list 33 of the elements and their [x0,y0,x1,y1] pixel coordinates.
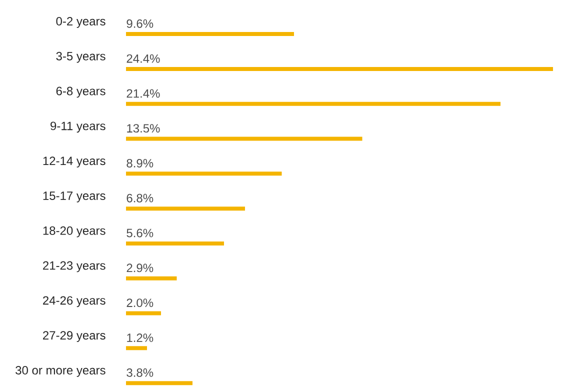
data-label: 8.9% [126,158,154,168]
y-tick-label: 30 or more years [16,366,106,377]
data-label: 13.5% [127,124,160,133]
y-tick-label: 9-11 years [50,122,106,133]
data-label: 2.0% [126,298,154,308]
bar [126,172,282,176]
bar [126,346,147,350]
data-label: 6.8% [126,194,154,202]
y-tick-label: 6-8 years [56,86,106,98]
data-label: 21.4% [126,89,160,98]
bar [126,206,245,211]
bar [126,32,294,36]
bar [126,102,501,106]
data-label: 5.6% [126,228,154,238]
y-tick-label: 12-14 years [43,156,106,168]
y-tick-label: 18-20 years [43,226,106,238]
bar [126,241,224,246]
y-tick-label: 0-2 years [56,16,106,28]
data-label: 1.2% [127,334,154,342]
y-tick-label: 15-17 years [43,192,106,202]
y-tick-label: 21-23 years [43,261,106,272]
data-label: 2.9% [126,264,154,272]
bar [126,66,554,71]
bar [126,311,161,316]
data-label: 3.8% [126,368,154,377]
bar [126,381,192,386]
bar [126,136,362,141]
y-tick-label: 27-29 years [43,331,106,342]
y-tick-label: 24-26 years [43,296,106,308]
bar [126,276,177,280]
y-tick-label: 3-5 years [56,52,106,63]
data-label: 24.4% [126,54,160,63]
data-label: 9.6% [126,19,154,28]
